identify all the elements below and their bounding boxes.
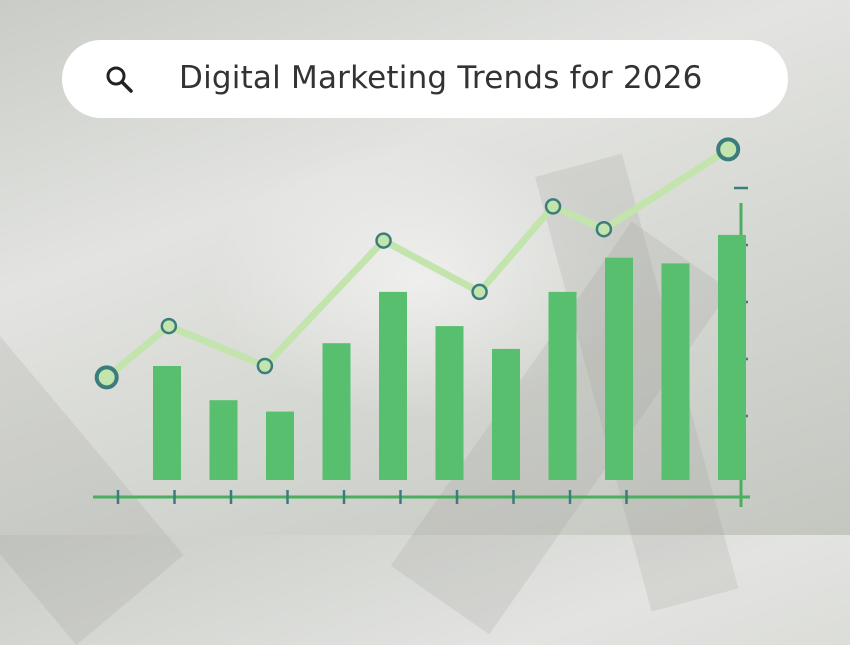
trend-point — [256, 357, 274, 375]
bar — [322, 343, 351, 480]
bar — [153, 366, 181, 480]
search-bar[interactable] — [62, 40, 788, 118]
trend-point — [595, 220, 613, 238]
bar — [548, 291, 577, 480]
bar — [605, 257, 633, 480]
bar — [492, 348, 520, 480]
search-icon[interactable] — [104, 64, 134, 94]
trend-point — [94, 365, 119, 390]
bar — [209, 400, 238, 480]
search-input[interactable]: Digital Marketing Trends for 2026 — [179, 60, 703, 96]
bar — [661, 263, 690, 480]
bar — [435, 326, 464, 480]
trend-point — [160, 317, 178, 335]
trend-point — [544, 198, 562, 215]
trend-line — [104, 146, 731, 381]
chart — [93, 137, 750, 507]
trend-point — [716, 137, 741, 162]
trend-point — [471, 283, 488, 301]
bar — [718, 234, 746, 480]
trend-point — [375, 232, 392, 249]
bar — [379, 291, 407, 480]
bar — [266, 411, 294, 480]
